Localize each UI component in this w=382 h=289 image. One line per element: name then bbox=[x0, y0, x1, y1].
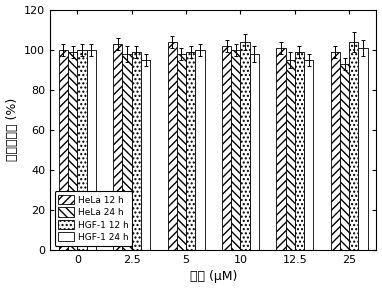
Bar bbox=[358, 48, 368, 250]
Bar bbox=[286, 60, 295, 250]
Bar bbox=[222, 46, 231, 250]
X-axis label: 浓度 (μM): 浓度 (μM) bbox=[189, 271, 237, 284]
Bar bbox=[168, 42, 177, 250]
Legend: HeLa 12 h, HeLa 24 h, HGF-1 12 h, HGF-1 24 h: HeLa 12 h, HeLa 24 h, HGF-1 12 h, HGF-1 … bbox=[55, 192, 133, 246]
Bar bbox=[349, 42, 358, 250]
Bar bbox=[295, 52, 304, 250]
Bar bbox=[331, 52, 340, 250]
Bar bbox=[304, 60, 313, 250]
Bar bbox=[77, 50, 87, 250]
Bar bbox=[195, 50, 205, 250]
Bar bbox=[123, 54, 132, 250]
Bar bbox=[231, 50, 240, 250]
Bar bbox=[250, 54, 259, 250]
Bar bbox=[132, 52, 141, 250]
Bar bbox=[87, 50, 96, 250]
Bar bbox=[68, 52, 77, 250]
Bar bbox=[186, 52, 195, 250]
Bar bbox=[113, 44, 123, 250]
Bar bbox=[141, 60, 150, 250]
Bar bbox=[276, 48, 286, 250]
Bar bbox=[240, 42, 250, 250]
Bar bbox=[340, 64, 349, 250]
Y-axis label: 细胞存活率 (%): 细胞存活率 (%) bbox=[6, 98, 19, 162]
Bar bbox=[59, 50, 68, 250]
Bar bbox=[177, 54, 186, 250]
